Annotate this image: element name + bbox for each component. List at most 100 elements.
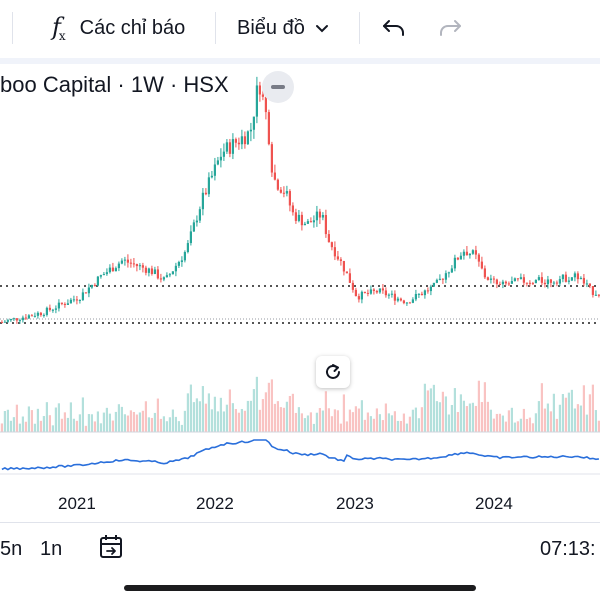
candle-body: [381, 288, 384, 291]
candle-body: [3, 321, 6, 323]
candle-body: [477, 254, 480, 262]
volume-bar: [588, 394, 591, 432]
volume-bar: [309, 412, 312, 432]
volume-bar: [471, 402, 474, 432]
indicators-button[interactable]: fx Các chỉ báo: [52, 0, 185, 56]
volume-bar: [144, 401, 147, 432]
candle-body: [573, 273, 576, 278]
candle-body: [159, 278, 162, 280]
candle-body: [279, 189, 282, 193]
volume-bar: [501, 415, 504, 432]
volume-bar: [120, 406, 123, 432]
candle-body: [30, 315, 33, 317]
volume-bar: [231, 403, 234, 432]
candle-body: [36, 312, 39, 316]
range-5y-button[interactable]: 5n: [0, 538, 23, 560]
volume-bar: [36, 408, 39, 432]
volume-bar: [177, 421, 180, 432]
volume-bar: [399, 420, 402, 432]
collapse-legend-button[interactable]: [262, 71, 294, 103]
volume-bar: [576, 404, 579, 432]
candle-body: [549, 279, 552, 283]
volume-bar: [165, 421, 168, 432]
candle-body: [465, 251, 468, 256]
candle-body: [273, 172, 276, 180]
volume-bar: [87, 414, 90, 432]
volume-bar: [207, 393, 210, 432]
candle-body: [111, 267, 114, 272]
volume-bar: [585, 414, 588, 432]
volume-bar: [33, 423, 36, 432]
toolbar-bottom-border: [0, 58, 600, 64]
volume-bar: [420, 407, 423, 432]
candle-body: [213, 164, 216, 176]
volume-bar: [75, 420, 78, 432]
volume-bar: [99, 423, 102, 432]
volume-bar: [9, 420, 12, 432]
volume-bar: [564, 397, 567, 432]
volume-bar: [243, 410, 246, 432]
candle-body: [552, 282, 555, 284]
volume-bar: [288, 395, 291, 432]
candles: [0, 76, 600, 324]
volume-bar: [339, 423, 342, 432]
candle-body: [78, 299, 81, 301]
top-toolbar: fx Các chỉ báo Biểu đồ: [0, 0, 600, 56]
volume-bar: [270, 379, 273, 432]
candle-body: [351, 282, 354, 290]
chart-type-button[interactable]: Biểu đồ: [237, 0, 329, 56]
reset-icon: [326, 364, 340, 379]
candle-body: [507, 283, 510, 285]
candle-body: [117, 263, 120, 269]
volume-bar: [462, 400, 465, 432]
volume-bar: [255, 376, 258, 432]
candle-body: [15, 318, 18, 321]
volume-bar: [540, 383, 543, 432]
range-1y-button[interactable]: 1n: [40, 538, 63, 560]
volume-bar: [378, 414, 381, 432]
volume-bar: [408, 416, 411, 432]
candle-body: [444, 273, 447, 280]
candle-body: [486, 277, 489, 280]
redo-button[interactable]: [437, 0, 463, 56]
candle-body: [51, 309, 54, 311]
volume-bar: [423, 383, 426, 432]
candle-body: [513, 278, 516, 282]
volume-bar: [582, 385, 585, 432]
undo-icon: [383, 20, 404, 36]
bottom-toolbar: 5n 1n 07:13:: [0, 524, 600, 574]
undo-button[interactable]: [381, 0, 407, 56]
reset-chart-button[interactable]: [316, 356, 350, 388]
volume-bar: [366, 412, 369, 432]
volume-bar: [48, 415, 51, 432]
volume-bar: [57, 403, 60, 432]
volume-bar: [354, 406, 357, 432]
volume-bars: [0, 376, 600, 432]
volume-bar: [210, 409, 213, 432]
calendar-goto-icon[interactable]: [96, 532, 126, 562]
candle-body: [315, 211, 318, 221]
volume-bar: [186, 393, 189, 432]
volume-bar: [519, 418, 522, 432]
candle-body: [369, 289, 372, 294]
candle-body: [186, 243, 189, 253]
volume-bar: [498, 413, 501, 432]
home-indicator: [124, 585, 476, 591]
volume-bar: [294, 412, 297, 432]
candle-body: [21, 317, 24, 321]
candle-body: [534, 279, 537, 284]
redo-icon: [440, 20, 461, 36]
candle-body: [426, 290, 429, 292]
volume-bar: [390, 415, 393, 432]
volume-bar: [228, 389, 231, 432]
candle-body: [174, 265, 177, 272]
price-chart[interactable]: [0, 0, 600, 524]
candle-body: [150, 268, 153, 274]
volume-bar: [393, 411, 396, 432]
volume-bar: [546, 403, 549, 432]
volume-bar: [342, 394, 345, 432]
candle-body: [555, 282, 558, 284]
candle-body: [564, 274, 567, 282]
candle-body: [180, 260, 183, 262]
candle-body: [309, 221, 312, 223]
